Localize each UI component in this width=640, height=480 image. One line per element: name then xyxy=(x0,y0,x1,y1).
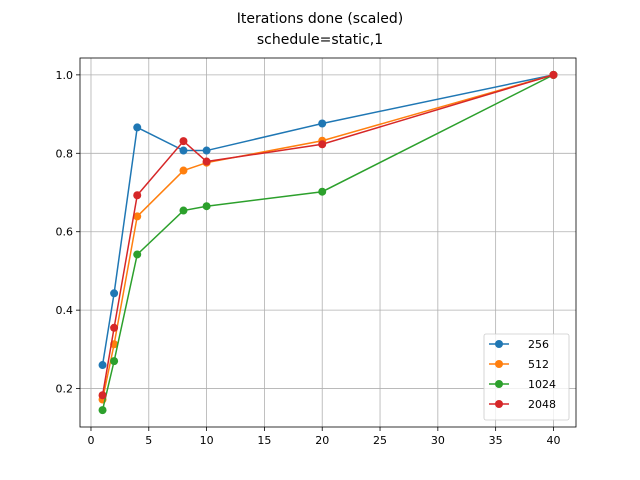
data-point xyxy=(202,146,211,155)
legend-marker xyxy=(495,360,503,368)
data-point xyxy=(133,250,142,259)
data-point xyxy=(179,166,188,175)
x-tick-label: 15 xyxy=(257,434,271,447)
series-2048 xyxy=(98,70,558,400)
data-point xyxy=(110,323,119,332)
legend-item: 512 xyxy=(489,358,549,371)
x-tick-label: 25 xyxy=(373,434,387,447)
legend-label: 1024 xyxy=(528,378,556,391)
legend-marker xyxy=(495,400,503,408)
data-point xyxy=(133,212,142,221)
y-tick-label: 0.2 xyxy=(56,383,74,396)
chart-subtitle: schedule=static,1 xyxy=(257,32,383,48)
legend-item: 256 xyxy=(489,338,549,351)
x-tick-label: 5 xyxy=(145,434,152,447)
legend-marker xyxy=(495,380,503,388)
data-point xyxy=(110,289,119,298)
legend-item: 2048 xyxy=(489,398,556,411)
data-point xyxy=(133,123,142,132)
y-tick-label: 0.8 xyxy=(56,147,74,160)
legend-marker xyxy=(495,340,503,348)
legend-label: 512 xyxy=(528,358,549,371)
y-tick-label: 1.0 xyxy=(56,69,74,82)
legend-label: 256 xyxy=(528,338,549,351)
data-point xyxy=(98,361,107,370)
x-tick-label: 30 xyxy=(431,434,445,447)
data-point xyxy=(179,146,188,155)
data-point xyxy=(98,406,107,415)
legend-item: 1024 xyxy=(489,378,556,391)
x-tick-label: 20 xyxy=(315,434,329,447)
legend-box xyxy=(483,333,570,421)
series-group xyxy=(98,70,558,415)
data-point xyxy=(179,137,188,146)
legend: 256 512 1024 2048 xyxy=(483,333,570,421)
data-point xyxy=(202,157,211,166)
data-point xyxy=(318,119,327,128)
x-tick-label: 40 xyxy=(546,434,560,447)
x-tick-label: 0 xyxy=(87,434,94,447)
data-point xyxy=(318,140,327,149)
chart-title: Iterations done (scaled) xyxy=(237,11,403,27)
plot-frame xyxy=(79,57,577,428)
data-point xyxy=(202,202,211,211)
data-point xyxy=(549,70,558,79)
x-tick-label: 35 xyxy=(489,434,503,447)
axis-ticks: 0 5 10 15 20 25 30 35 40 0.2 0.4 0.6 0.8 1.0 xyxy=(56,69,561,447)
legend-label: 2048 xyxy=(528,398,556,411)
data-point xyxy=(179,206,188,215)
data-point xyxy=(110,357,119,366)
x-tick-label: 10 xyxy=(200,434,214,447)
data-point xyxy=(318,187,327,196)
data-point xyxy=(98,391,107,400)
y-tick-label: 0.6 xyxy=(56,226,74,239)
data-point xyxy=(133,191,142,200)
y-tick-label: 0.4 xyxy=(56,304,74,317)
